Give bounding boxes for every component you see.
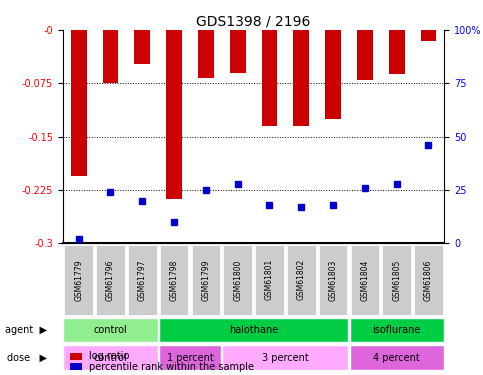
Bar bbox=[389, 30, 405, 74]
Text: halothane: halothane bbox=[229, 325, 278, 335]
Bar bbox=[198, 30, 214, 78]
Text: GSM61796: GSM61796 bbox=[106, 259, 115, 301]
Bar bbox=[71, 352, 82, 360]
Text: GSM61779: GSM61779 bbox=[74, 259, 83, 301]
Bar bbox=[71, 30, 86, 176]
Bar bbox=[166, 30, 182, 199]
Text: 4 percent: 4 percent bbox=[373, 352, 420, 363]
FancyBboxPatch shape bbox=[223, 245, 252, 315]
Text: control: control bbox=[94, 325, 128, 335]
FancyBboxPatch shape bbox=[350, 345, 444, 370]
Bar bbox=[357, 30, 373, 80]
FancyBboxPatch shape bbox=[192, 245, 220, 315]
Text: GSM61797: GSM61797 bbox=[138, 259, 147, 301]
FancyBboxPatch shape bbox=[222, 345, 348, 370]
Text: agent  ▶: agent ▶ bbox=[5, 325, 47, 335]
FancyBboxPatch shape bbox=[350, 318, 444, 342]
Bar bbox=[102, 30, 118, 83]
Text: GSM61802: GSM61802 bbox=[297, 259, 306, 300]
FancyBboxPatch shape bbox=[319, 245, 347, 315]
Text: log ratio: log ratio bbox=[89, 351, 130, 361]
Text: dose   ▶: dose ▶ bbox=[7, 352, 47, 363]
Bar bbox=[71, 363, 82, 370]
FancyBboxPatch shape bbox=[159, 318, 348, 342]
Text: GSM61806: GSM61806 bbox=[424, 259, 433, 300]
Bar bbox=[261, 30, 277, 126]
FancyBboxPatch shape bbox=[255, 245, 284, 315]
FancyBboxPatch shape bbox=[159, 345, 221, 370]
FancyBboxPatch shape bbox=[414, 245, 443, 315]
FancyBboxPatch shape bbox=[96, 245, 125, 315]
FancyBboxPatch shape bbox=[383, 245, 411, 315]
Text: control: control bbox=[94, 352, 128, 363]
FancyBboxPatch shape bbox=[63, 318, 157, 342]
Text: GSM61803: GSM61803 bbox=[328, 259, 338, 300]
Text: GSM61799: GSM61799 bbox=[201, 259, 211, 301]
Bar bbox=[134, 30, 150, 64]
Text: GSM61800: GSM61800 bbox=[233, 259, 242, 300]
FancyBboxPatch shape bbox=[64, 245, 93, 315]
Text: isoflurane: isoflurane bbox=[372, 325, 421, 335]
Text: 3 percent: 3 percent bbox=[262, 352, 309, 363]
Text: GSM61804: GSM61804 bbox=[360, 259, 369, 300]
FancyBboxPatch shape bbox=[63, 345, 157, 370]
Text: percentile rank within the sample: percentile rank within the sample bbox=[89, 362, 255, 372]
FancyBboxPatch shape bbox=[351, 245, 379, 315]
Bar bbox=[325, 30, 341, 119]
Text: 1 percent: 1 percent bbox=[167, 352, 213, 363]
Text: GSM61805: GSM61805 bbox=[392, 259, 401, 300]
Bar bbox=[293, 30, 309, 126]
Text: GSM61798: GSM61798 bbox=[170, 259, 179, 300]
FancyBboxPatch shape bbox=[287, 245, 315, 315]
Bar bbox=[230, 30, 246, 73]
Bar bbox=[421, 30, 437, 40]
FancyBboxPatch shape bbox=[128, 245, 156, 315]
FancyBboxPatch shape bbox=[160, 245, 188, 315]
Text: GSM61801: GSM61801 bbox=[265, 259, 274, 300]
Title: GDS1398 / 2196: GDS1398 / 2196 bbox=[197, 15, 311, 29]
